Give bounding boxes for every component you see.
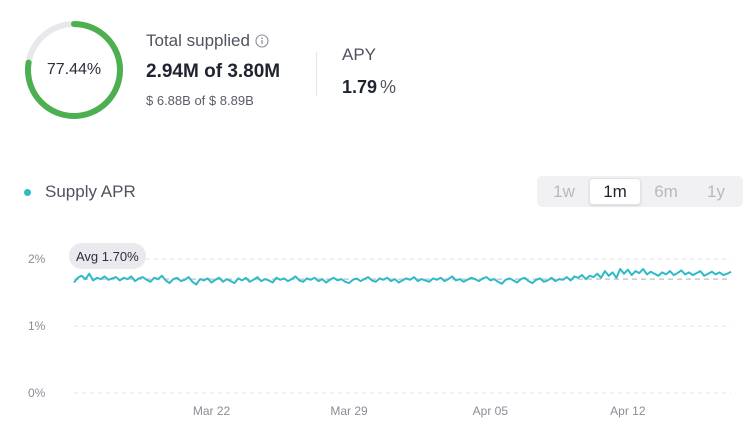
legend-label: Supply APR — [45, 182, 136, 201]
x-tick-label: Apr 12 — [610, 404, 646, 418]
total-supplied-amount: 2.94M of 3.80M — [146, 61, 280, 83]
utilization-ring-fill — [25, 21, 123, 119]
range-1y[interactable]: 1y — [707, 181, 725, 201]
x-tick-label: Apr 05 — [473, 404, 509, 418]
apy-value-row: 1.79% — [342, 77, 396, 98]
total-supplied-usd: $ 6.88B of $ 8.89B — [146, 93, 254, 108]
y-tick-label: 0% — [28, 386, 46, 400]
average-badge: Avg 1.70% — [69, 243, 146, 269]
supplied-usd-value: $ 6.88B — [146, 93, 191, 108]
x-tick-label: Mar 29 — [330, 404, 368, 418]
supplied-usd-of: of — [194, 93, 206, 108]
range-6m[interactable]: 6m — [654, 181, 678, 201]
time-range-selector: 1w 1m 6m 1y — [537, 176, 743, 207]
supplied-cap: 3.80M — [227, 61, 281, 82]
summary-divider — [316, 52, 317, 96]
supplied-tokens: 2.94M — [146, 61, 199, 82]
chart-legend: Supply APR — [24, 182, 136, 202]
apy-value: 1.79 — [342, 77, 378, 97]
supplied-of: of — [204, 61, 223, 82]
info-icon[interactable] — [255, 34, 269, 48]
y-tick-label: 1% — [28, 319, 46, 333]
total-supplied-title: Total supplied — [146, 31, 269, 51]
range-1w[interactable]: 1w — [553, 181, 575, 201]
utilization-ring-graphic — [25, 21, 123, 119]
utilization-ring: 77.44% — [24, 20, 124, 120]
utilization-percent: 77.44% — [46, 61, 102, 78]
range-1m[interactable]: 1m — [589, 178, 641, 205]
supply-apr-chart[interactable]: 2% 1% 0% Mar 22 Mar 29 Apr 05 Apr 12 — [0, 235, 752, 435]
apy-unit: % — [380, 77, 397, 97]
apy-title: APY — [342, 45, 377, 64]
supplied-usd-cap: $ 8.89B — [208, 93, 254, 108]
x-tick-label: Mar 22 — [193, 404, 231, 418]
total-supplied-label: Total supplied — [146, 31, 250, 50]
legend-dot — [24, 188, 31, 196]
supply-apr-line — [73, 268, 732, 286]
y-tick-label: 2% — [28, 252, 46, 266]
